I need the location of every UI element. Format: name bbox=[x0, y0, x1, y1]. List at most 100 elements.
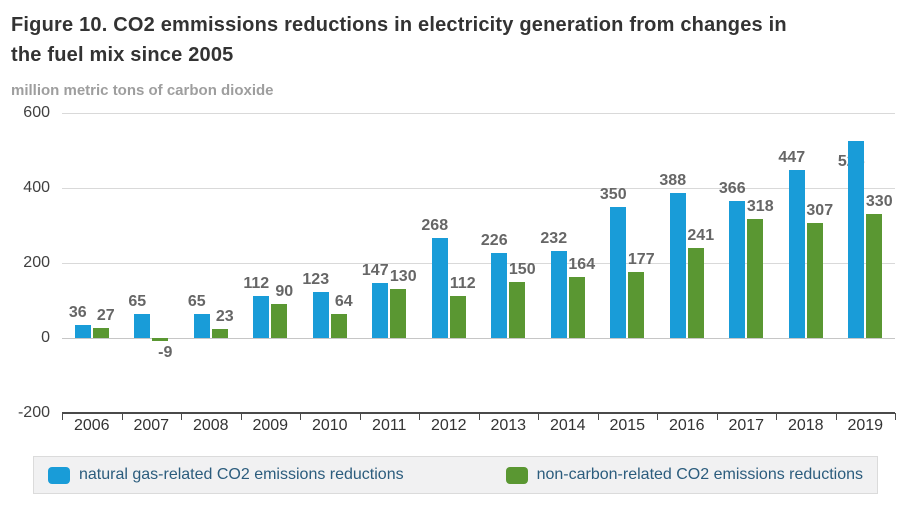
bar-natural-gas bbox=[372, 282, 389, 338]
x-axis-year-label: 2008 bbox=[192, 417, 229, 434]
x-axis-tick bbox=[538, 413, 539, 420]
bar-natural-gas bbox=[848, 141, 865, 338]
bar-non-carbon bbox=[806, 222, 823, 338]
bar-natural-gas bbox=[74, 324, 91, 338]
bar-non-carbon bbox=[152, 338, 169, 342]
chart-legend: natural gas-related CO2 emissions reduct… bbox=[33, 456, 878, 494]
bar-value-label: 90 bbox=[275, 283, 294, 301]
x-axis-tick bbox=[62, 413, 63, 420]
bar-natural-gas bbox=[193, 313, 210, 338]
x-axis-year-label: 2009 bbox=[252, 417, 289, 434]
x-axis-tick bbox=[419, 413, 420, 420]
y-axis-tick-label: 400 bbox=[23, 179, 50, 196]
bar-value-label: 65 bbox=[187, 292, 206, 310]
bar-non-carbon bbox=[449, 296, 466, 338]
bar-non-carbon bbox=[509, 281, 526, 338]
bar-value-label: 177 bbox=[627, 250, 655, 268]
x-axis-year-label: 2012 bbox=[430, 417, 467, 434]
bar-natural-gas bbox=[134, 313, 151, 338]
x-axis-tick bbox=[181, 413, 182, 420]
bar-value-label: 318 bbox=[746, 197, 774, 215]
y-axis-tick-label: 600 bbox=[23, 104, 50, 121]
bar-natural-gas bbox=[550, 251, 567, 338]
bar-non-carbon bbox=[390, 289, 407, 338]
bar-chart: 600 400 200 0 -200 36 65 65 112 123 147 268 226 232 35… bbox=[0, 99, 908, 435]
bar-natural-gas bbox=[491, 253, 508, 338]
x-axis-tick bbox=[359, 413, 361, 420]
x-axis-year-label: 2015 bbox=[609, 417, 646, 434]
bar-value-label: 350 bbox=[599, 185, 627, 203]
bar-non-carbon bbox=[330, 314, 347, 338]
x-axis-tick bbox=[597, 413, 599, 420]
legend-item-natural-gas: natural gas-related CO2 emissions reduct… bbox=[48, 466, 404, 484]
x-axis-year-label: 2018 bbox=[787, 417, 824, 434]
bar-value-label: 36 bbox=[68, 303, 87, 321]
bar-non-carbon bbox=[687, 247, 704, 338]
legend-item-non-carbon: non-carbon-related CO2 emissions reducti… bbox=[505, 466, 863, 484]
bar-value-label: 164 bbox=[568, 255, 596, 273]
bar-value-label: 307 bbox=[806, 201, 834, 219]
bar-value-label: 366 bbox=[718, 179, 746, 197]
y-axis-tick-label: -200 bbox=[17, 404, 50, 421]
bar-value-label: 27 bbox=[96, 306, 115, 324]
bar-value-label: 388 bbox=[659, 171, 687, 189]
bar-natural-gas bbox=[253, 296, 270, 338]
x-axis-tick bbox=[240, 413, 242, 420]
bar-natural-gas bbox=[788, 170, 805, 338]
legend-label-non-carbon: non-carbon-related CO2 emissions reducti… bbox=[536, 466, 863, 483]
figure-header: Figure 10. CO2 emmissions reductions in … bbox=[0, 0, 908, 99]
bar-value-label: -9 bbox=[158, 344, 173, 362]
bar-non-carbon bbox=[211, 329, 228, 338]
non-carbon-swatch-icon bbox=[505, 466, 528, 484]
bar-natural-gas bbox=[312, 291, 329, 338]
bar-value-label: 112 bbox=[243, 275, 270, 292]
bar-natural-gas bbox=[729, 200, 746, 338]
x-axis-year-label: 2013 bbox=[490, 417, 527, 434]
x-axis-year-label: 2017 bbox=[728, 417, 765, 434]
gridline-0 bbox=[62, 338, 895, 339]
y-axis-tick-label: 0 bbox=[41, 329, 50, 346]
x-axis-year-label: 2016 bbox=[668, 417, 705, 434]
figure-units-subtitle: million metric tons of carbon dioxide bbox=[11, 82, 274, 99]
bar-natural-gas bbox=[610, 206, 627, 338]
x-axis-tick bbox=[716, 413, 718, 420]
x-axis-year-label: 2011 bbox=[372, 417, 407, 434]
x-axis-tick bbox=[478, 413, 480, 420]
bar-value-label: 268 bbox=[421, 216, 449, 234]
legend-label-natural-gas: natural gas-related CO2 emissions reduct… bbox=[79, 466, 404, 483]
x-axis-year-label: 2014 bbox=[549, 417, 586, 434]
x-axis-tick bbox=[776, 413, 777, 420]
bar-value-label: 241 bbox=[687, 226, 715, 244]
bar-value-label: 130 bbox=[389, 268, 417, 286]
gridline-400 bbox=[62, 188, 895, 189]
x-axis-tick bbox=[895, 413, 896, 420]
bar-natural-gas bbox=[669, 192, 686, 338]
bar-non-carbon bbox=[866, 214, 883, 338]
bar-non-carbon bbox=[747, 218, 764, 338]
x-axis-year-label: 2007 bbox=[133, 417, 170, 434]
bar-value-label: 232 bbox=[540, 230, 568, 247]
x-axis-year-label: 2006 bbox=[73, 417, 110, 434]
bar-value-label: 150 bbox=[508, 260, 536, 278]
y-axis-tick-label: 200 bbox=[23, 254, 50, 271]
x-axis-year-label: 2010 bbox=[311, 417, 348, 434]
figure-title: Figure 10. CO2 emmissions reductions in … bbox=[11, 14, 787, 66]
bar-value-label: 123 bbox=[302, 270, 330, 288]
bar-value-label: 147 bbox=[361, 261, 389, 279]
x-axis-tick bbox=[300, 413, 301, 420]
gridline-200 bbox=[62, 263, 895, 264]
bar-value-label: 226 bbox=[480, 232, 508, 250]
gridline-600 bbox=[62, 113, 895, 114]
bar-value-label: 65 bbox=[128, 292, 147, 310]
bar-value-label: 330 bbox=[865, 193, 893, 211]
bar-non-carbon bbox=[628, 271, 645, 338]
bar-value-label: 64 bbox=[334, 293, 353, 310]
bar-value-label: 23 bbox=[215, 308, 234, 326]
bar-non-carbon bbox=[271, 304, 288, 338]
x-axis-tick bbox=[835, 413, 837, 420]
x-axis-tick bbox=[657, 413, 658, 420]
bar-non-carbon bbox=[92, 327, 109, 338]
x-axis-tick bbox=[121, 413, 123, 420]
bar-non-carbon bbox=[568, 276, 585, 338]
